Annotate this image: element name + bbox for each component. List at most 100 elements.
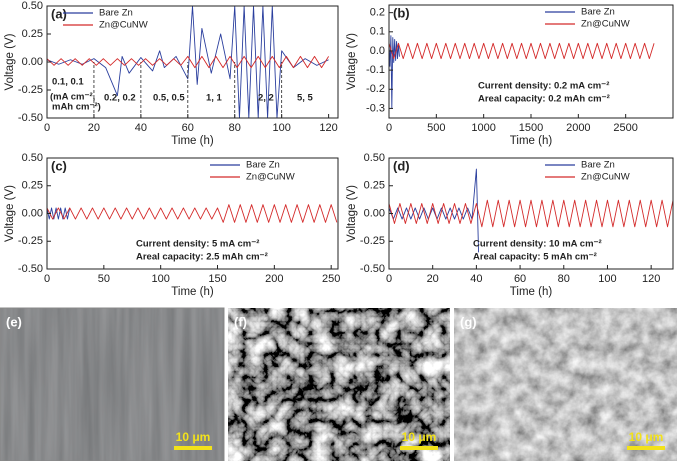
plot-area [389, 168, 673, 253]
x-tick-label: 250 [322, 273, 340, 285]
y-tick-label: -0.2 [366, 83, 385, 95]
x-tick-label: 1000 [471, 122, 495, 134]
plot-area [47, 204, 338, 223]
series-line [389, 42, 655, 60]
series-line [47, 6, 329, 118]
x-tick-label: 50 [98, 273, 110, 285]
panel-label: (d) [393, 158, 410, 173]
sem-image [228, 308, 450, 461]
y-axis-label: Voltage (V) [4, 33, 16, 90]
x-tick-label: 60 [182, 122, 194, 134]
x-tick-label: 0 [386, 273, 392, 285]
x-axis-label: Time (h) [171, 286, 214, 298]
scale-bar [627, 446, 665, 450]
scale-bar [174, 446, 212, 450]
legend-label: Zn@CuNW [581, 172, 630, 183]
y-tick-label: -0.25 [360, 235, 385, 247]
legend-label: Bare Zn [99, 8, 133, 19]
y-tick-label: 0.00 [364, 207, 385, 219]
image-label: (f) [234, 314, 247, 329]
x-tick-label: 40 [135, 122, 147, 134]
legend-label: Bare Zn [581, 7, 615, 18]
panel-label: (a) [51, 6, 67, 21]
x-tick-label: 20 [88, 122, 100, 134]
annotation: Current density: 5 mA cm⁻² [136, 239, 259, 250]
x-tick-label: 100 [151, 273, 169, 285]
image-label: (g) [460, 314, 477, 329]
annotation: 1, 1 [206, 93, 223, 104]
y-tick-label: 0.00 [22, 56, 43, 68]
scale-bar [400, 446, 438, 450]
scale-bar-label: 10 μm [176, 430, 211, 444]
y-tick-label: 0.50 [22, 0, 43, 12]
legend-label: Zn@CuNW [246, 172, 295, 183]
legend-label: Zn@CuNW [99, 20, 148, 31]
annotation: (mA cm⁻², [50, 92, 95, 103]
x-tick-label: 80 [558, 273, 570, 285]
x-tick-label: 100 [598, 273, 616, 285]
y-tick-label: -0.50 [360, 263, 385, 275]
annotation: 5, 5 [297, 93, 314, 104]
annotation: mAh cm⁻²) [52, 102, 101, 113]
plot-area [47, 6, 329, 118]
y-tick-label: 0.1 [370, 26, 385, 38]
y-tick-label: 0.25 [22, 180, 43, 192]
y-tick-label: 0.50 [22, 152, 43, 164]
panel-label: (c) [51, 158, 67, 173]
x-tick-label: 200 [265, 273, 283, 285]
annotation: Areal capacity: 0.2 mAh cm⁻² [478, 94, 610, 105]
plot-area [389, 35, 655, 109]
annotation: Current density: 10 mA cm⁻² [473, 239, 602, 250]
sem-image [0, 307, 225, 462]
legend-label: Bare Zn [581, 160, 615, 171]
sem-image [454, 308, 677, 461]
annotation: 0.2, 0.2 [104, 93, 136, 104]
series-line [389, 199, 673, 228]
legend-label: Bare Zn [246, 160, 280, 171]
x-tick-label: 2500 [613, 122, 637, 134]
x-axis-label: Time (h) [510, 286, 553, 298]
x-tick-label: 80 [229, 122, 241, 134]
y-tick-label: 0.00 [22, 207, 43, 219]
x-tick-label: 0 [386, 122, 392, 134]
series-line [389, 35, 400, 109]
y-tick-label: 0.25 [22, 28, 43, 40]
x-tick-label: 150 [208, 273, 226, 285]
y-axis-label: Voltage (V) [4, 185, 16, 242]
scale-bar-label: 10 μm [402, 430, 437, 444]
panel-label: (b) [393, 5, 410, 20]
y-tick-label: 0.50 [364, 152, 385, 164]
x-axis-label: Time (h) [171, 135, 214, 147]
annotation: Areal capacity: 2.5 mAh cm⁻² [136, 252, 268, 263]
annotation: 0.5, 0.5 [153, 93, 185, 104]
x-tick-label: 2000 [566, 122, 590, 134]
y-tick-label: 0.2 [370, 7, 385, 19]
image-label: (e) [6, 314, 22, 329]
y-axis-label: Voltage (V) [346, 33, 358, 90]
y-tick-label: -0.3 [366, 102, 385, 114]
y-axis-label: Voltage (V) [346, 185, 358, 242]
y-tick-label: 0.25 [364, 180, 385, 192]
x-tick-label: 40 [470, 273, 482, 285]
x-tick-label: 1500 [519, 122, 543, 134]
scale-bar-label: 10 μm [629, 430, 664, 444]
y-tick-label: -0.25 [18, 235, 43, 247]
x-tick-label: 60 [514, 273, 526, 285]
x-tick-label: 120 [319, 122, 337, 134]
y-tick-label: 0.0 [370, 45, 385, 57]
y-tick-label: -0.50 [18, 112, 43, 124]
legend-label: Zn@CuNW [581, 19, 630, 30]
y-tick-label: -0.1 [366, 64, 385, 76]
y-tick-label: -0.25 [18, 84, 43, 96]
x-axis-label: Time (h) [510, 135, 553, 147]
annotation: 0.1, 0.1 [52, 77, 84, 88]
series-line [47, 204, 338, 223]
series-line [389, 168, 480, 253]
y-tick-label: -0.50 [18, 263, 43, 275]
series-line [47, 55, 329, 69]
annotation: Current density: 0.2 mA cm⁻² [478, 81, 609, 92]
x-tick-label: 20 [427, 273, 439, 285]
x-tick-label: 100 [272, 122, 290, 134]
